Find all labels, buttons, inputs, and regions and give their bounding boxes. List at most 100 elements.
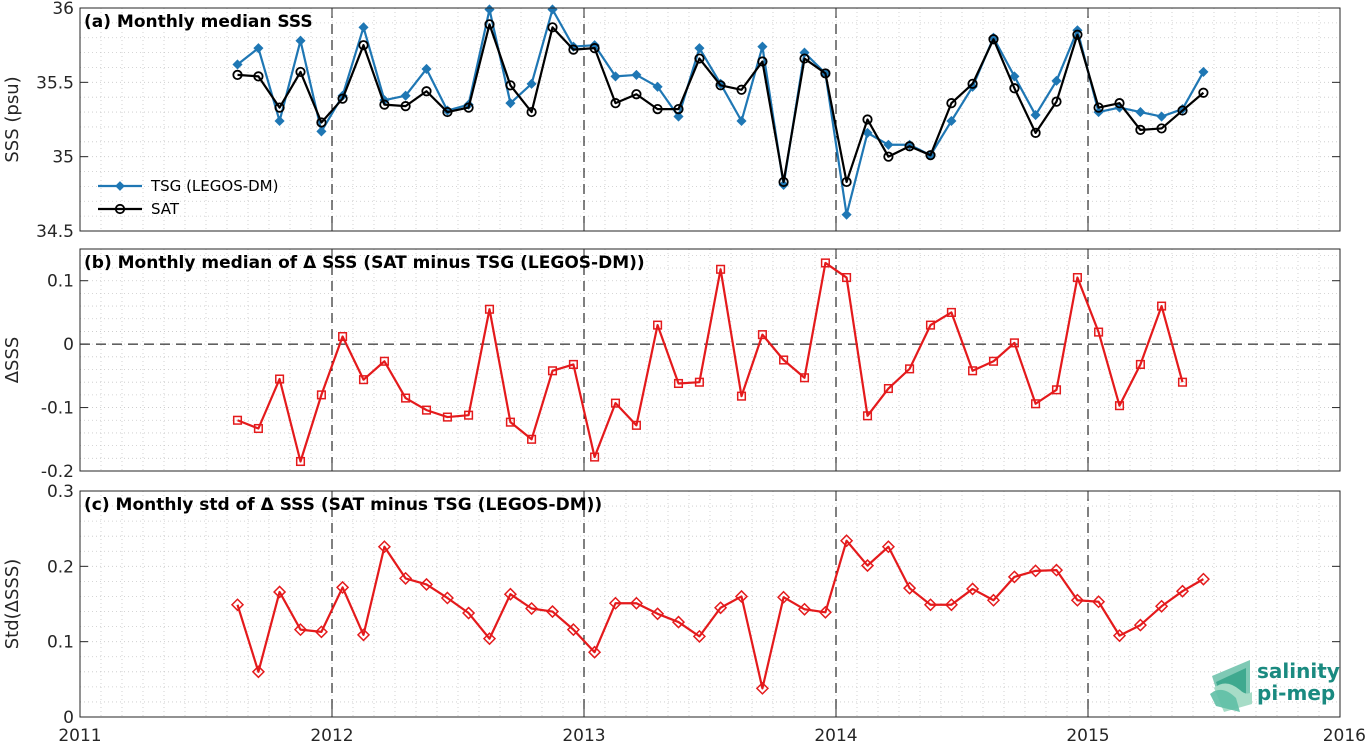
- data-point: [505, 98, 516, 109]
- data-point: [232, 59, 243, 70]
- y-tick-label: 0.2: [47, 557, 74, 577]
- data-point: [923, 598, 938, 612]
- data-point: [358, 40, 369, 51]
- data-point: [419, 577, 434, 591]
- data-point: [862, 114, 873, 125]
- data-point: [736, 391, 747, 401]
- data-point: [421, 63, 432, 75]
- data-point: [1049, 563, 1064, 577]
- data-point: [883, 151, 894, 162]
- data-point: [946, 115, 957, 127]
- data-point: [505, 80, 516, 91]
- data-point: [673, 378, 684, 389]
- data-point: [295, 35, 306, 46]
- data-point: [925, 320, 936, 330]
- data-point: [442, 412, 452, 422]
- data-point: [1051, 75, 1062, 86]
- data-point: [778, 179, 789, 190]
- data-point: [757, 41, 768, 52]
- data-point: [1114, 401, 1125, 411]
- panel-std: 0 0.1 0.2 0.3 Std(ΔSSS) (c) Monthly std of Δ …: [2, 482, 1341, 728]
- data-point: [525, 601, 539, 616]
- data-point: [1030, 127, 1041, 138]
- data-point: [400, 90, 411, 101]
- y-axis-label: Std(ΔSSS): [2, 559, 23, 650]
- data-point: [1072, 29, 1083, 40]
- data-point: [610, 398, 621, 408]
- data-point: [442, 106, 453, 118]
- data-point: [1156, 111, 1167, 122]
- data-point: [1135, 124, 1146, 136]
- data-point: [1112, 629, 1127, 643]
- data-point: [716, 264, 726, 274]
- data-point: [1177, 377, 1188, 387]
- data-point: [358, 22, 369, 33]
- data-point: [944, 598, 958, 612]
- data-point: [631, 89, 642, 100]
- data-point: [1007, 570, 1021, 584]
- data-point: [797, 602, 812, 616]
- data-point: [505, 417, 515, 427]
- data-point: [1177, 105, 1188, 116]
- data-point: [377, 540, 391, 554]
- data-point: [503, 587, 517, 601]
- axes-frame: [79, 7, 1341, 232]
- data-point: [862, 127, 873, 138]
- legend-label: SAT: [151, 200, 180, 218]
- grid: [80, 249, 1340, 471]
- y-tick-label: 0.1: [47, 272, 74, 292]
- data-point: [1094, 327, 1104, 337]
- data-point: [905, 364, 915, 374]
- legend-marker: [114, 203, 126, 215]
- data-point: [253, 71, 264, 82]
- data-point: [275, 374, 285, 384]
- data-point: [253, 43, 264, 54]
- data-point: [629, 596, 643, 610]
- data-point: [1198, 66, 1209, 77]
- data-point: [568, 359, 578, 369]
- data-point: [1009, 338, 1019, 348]
- data-point: [1155, 599, 1169, 613]
- data-point: [799, 373, 810, 383]
- data-point: [545, 604, 560, 619]
- data-point: [421, 405, 432, 415]
- data-point: [401, 393, 411, 403]
- y-tick-label: -0.1: [41, 399, 74, 419]
- data-point: [547, 22, 558, 33]
- panel-title: (a) Monthly median SSS: [84, 12, 313, 32]
- data-point: [904, 141, 915, 152]
- logo-line2: pi-mep: [1257, 681, 1335, 705]
- data-point: [274, 115, 285, 127]
- data-point: [610, 71, 621, 82]
- y-tick-label: 34.5: [36, 222, 74, 242]
- data-point: [778, 176, 789, 188]
- data-point: [464, 410, 474, 420]
- data-point: [820, 258, 830, 268]
- data-point: [925, 150, 936, 161]
- x-tick-label: 2016: [1323, 726, 1366, 745]
- data-point: [588, 645, 602, 659]
- data-point: [966, 582, 980, 596]
- data-point: [842, 272, 852, 283]
- data-point: [651, 607, 665, 621]
- panel-dsss: -0.2 -0.1 0 0.1 ΔSSS (b) Monthly median of Δ …: [2, 248, 1341, 482]
- legend: TSG (LEGOS-DM) SAT: [98, 177, 278, 218]
- data-point: [883, 383, 893, 394]
- data-point: [1051, 385, 1062, 395]
- data-point: [715, 80, 726, 91]
- series-line: [237, 23, 1205, 184]
- data-point: [230, 598, 245, 612]
- x-tick-label: 2011: [58, 726, 101, 745]
- data-point: [694, 377, 704, 387]
- data-point: [400, 101, 411, 112]
- data-point: [652, 81, 663, 92]
- data-point: [1070, 593, 1084, 607]
- legend-marker: [115, 181, 125, 191]
- data-point: [1009, 71, 1020, 82]
- data-point: [757, 56, 768, 67]
- data-point: [527, 434, 537, 444]
- data-point: [881, 540, 895, 554]
- data-point: [694, 43, 705, 54]
- data-point: [946, 307, 956, 317]
- data-point: [358, 375, 369, 385]
